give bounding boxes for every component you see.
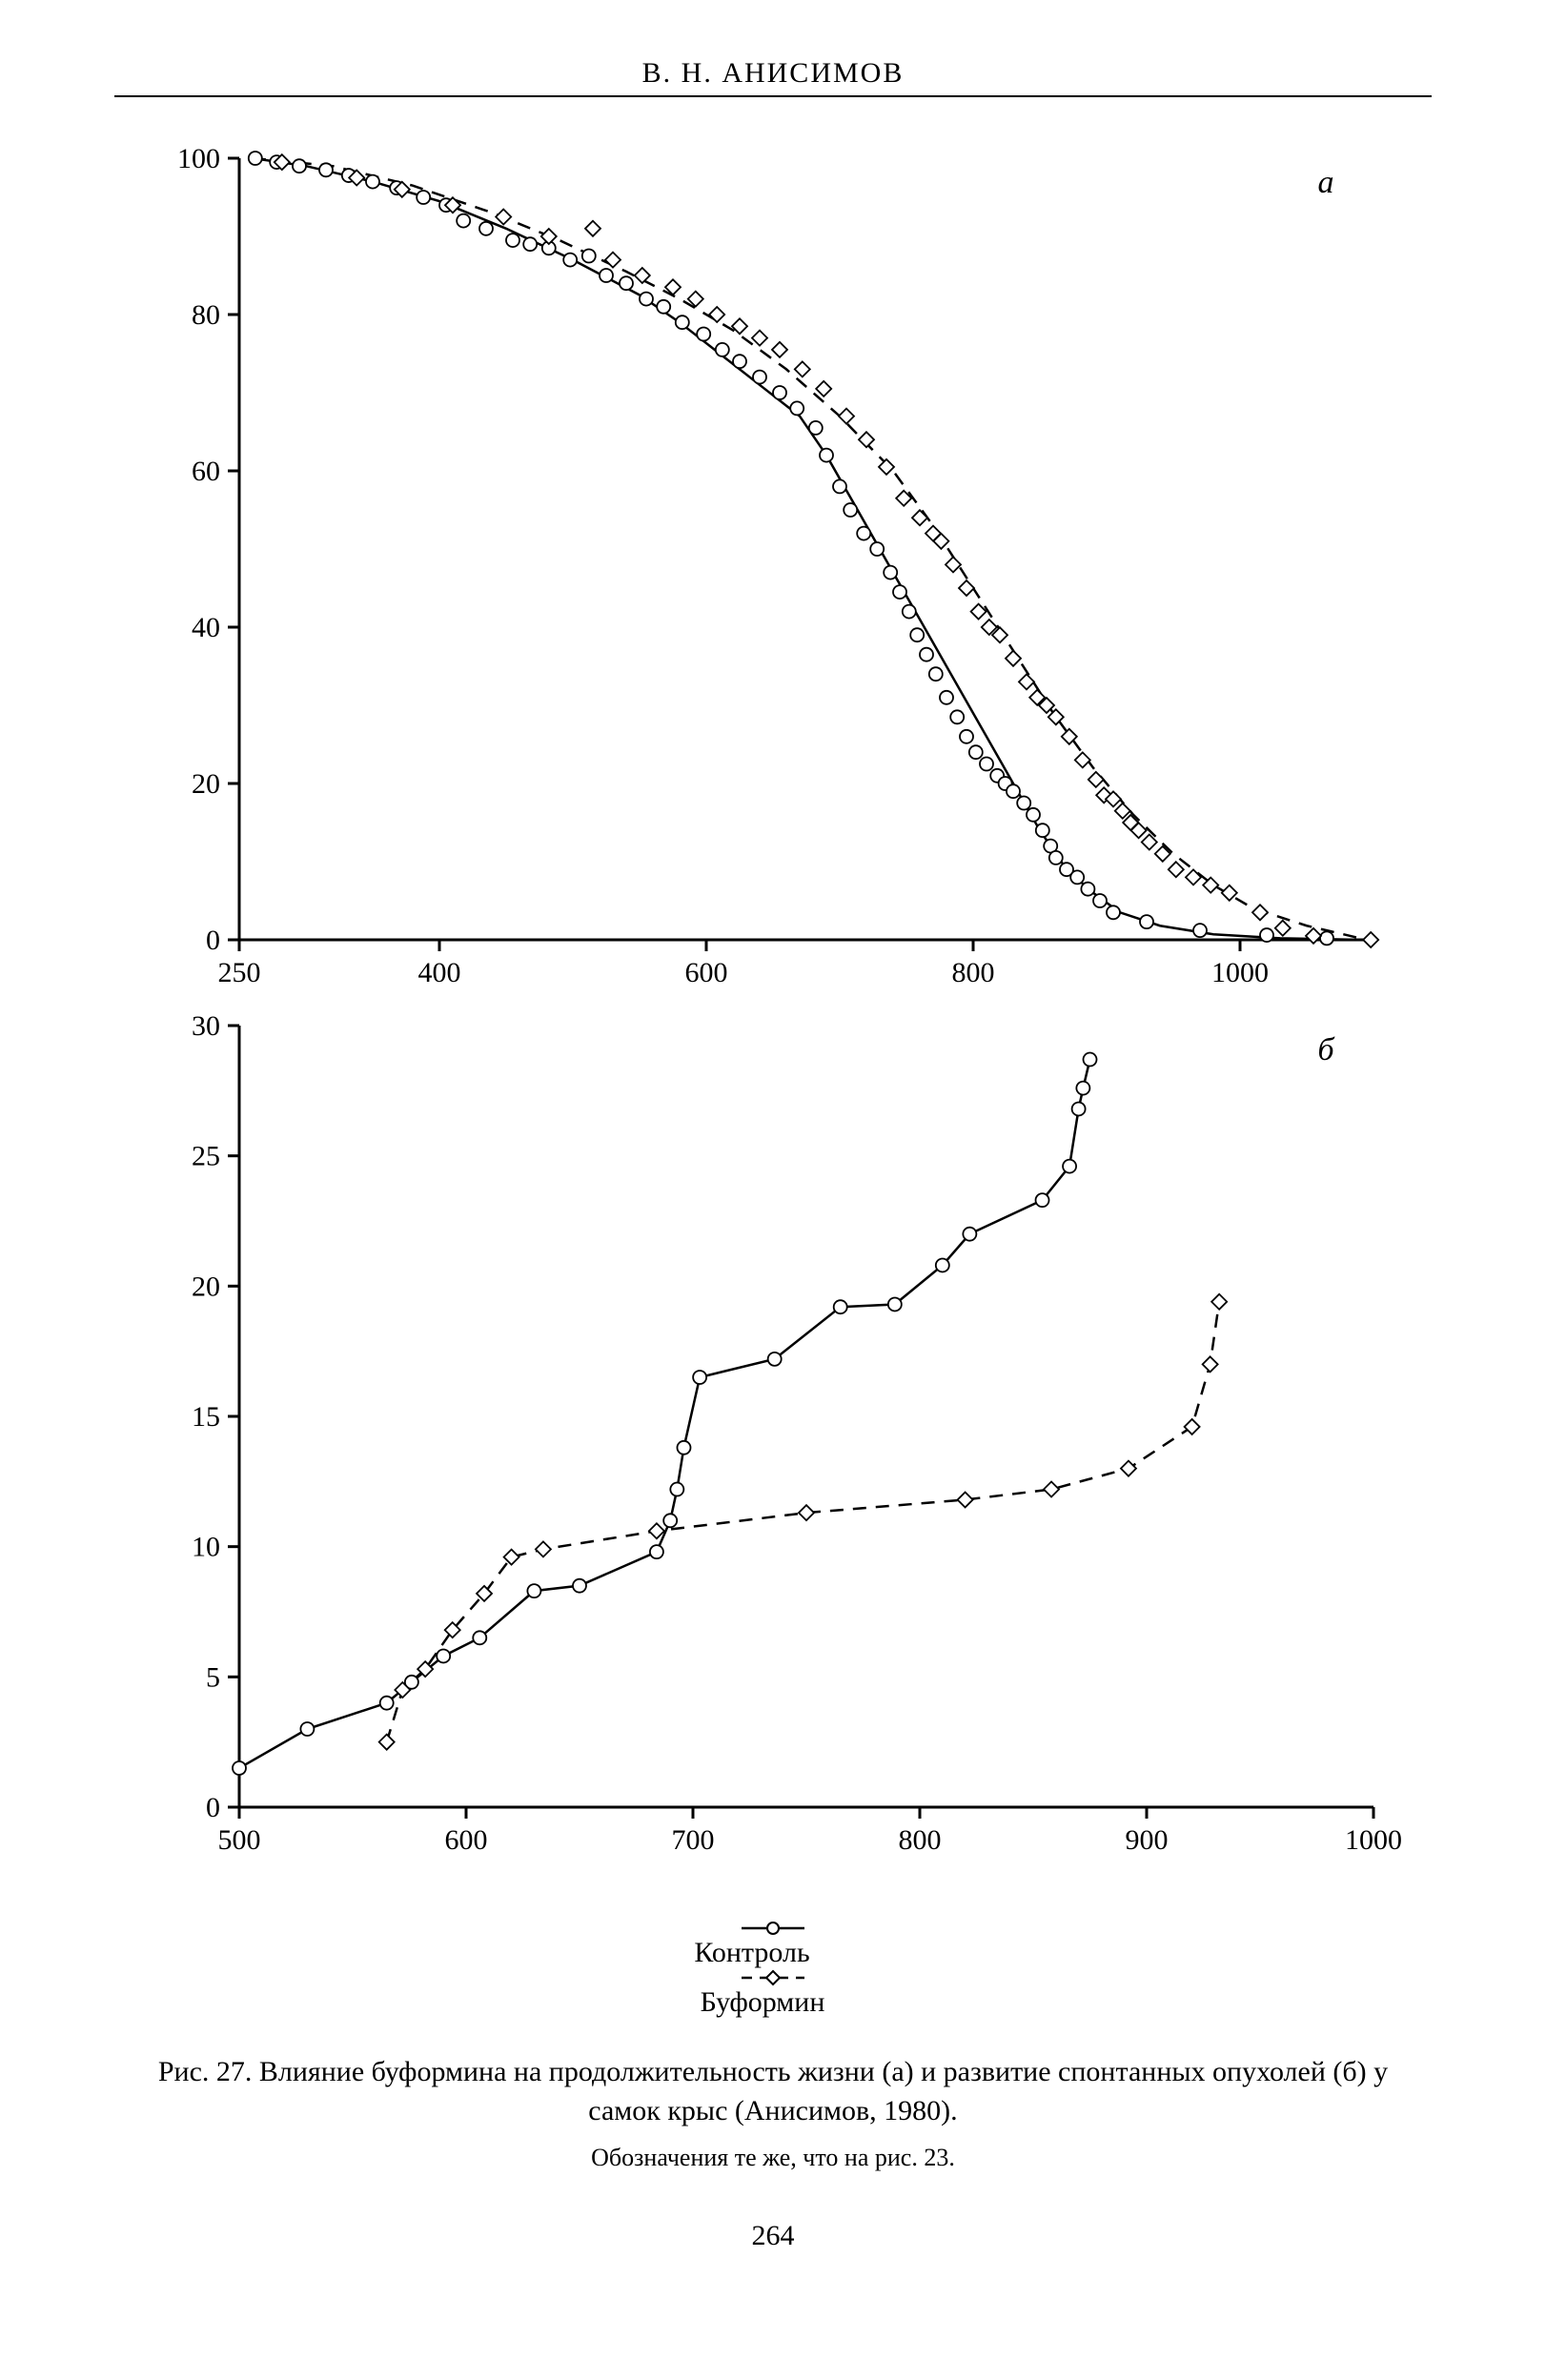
svg-text:600: 600 [685, 957, 728, 988]
legend-buformin-label: Буформин [701, 1986, 825, 2018]
header-rule [114, 95, 1432, 97]
svg-text:0: 0 [206, 1792, 220, 1823]
figure-subcaption: Обозначения те же, что на рис. 23. [114, 2144, 1432, 2172]
svg-text:40: 40 [192, 612, 220, 643]
page-number: 264 [114, 2220, 1432, 2252]
svg-text:30: 30 [192, 1010, 220, 1042]
svg-text:20: 20 [192, 768, 220, 800]
legend-buformin: Буформин [114, 1969, 1432, 2018]
svg-text:1000: 1000 [1211, 957, 1269, 988]
svg-text:10: 10 [192, 1532, 220, 1563]
panel-a-chart: 0 20 40 60 80 100 250 400 600 800 1000 а [134, 139, 1412, 997]
svg-text:1000: 1000 [1345, 1824, 1402, 1856]
panel-b-chart: 0 5 10 15 20 25 30 500 600 700 800 900 1000 б [134, 997, 1412, 1874]
svg-text:700: 700 [672, 1824, 715, 1856]
svg-text:80: 80 [192, 299, 220, 331]
svg-text:5: 5 [206, 1661, 220, 1693]
svg-text:900: 900 [1126, 1824, 1169, 1856]
legend-control-label: Контроль [694, 1937, 809, 1968]
legend-control: Контроль [114, 1920, 1432, 1968]
svg-text:15: 15 [192, 1401, 220, 1433]
svg-text:25: 25 [192, 1141, 220, 1172]
svg-text:60: 60 [192, 456, 220, 487]
svg-text:600: 600 [445, 1824, 488, 1856]
svg-text:500: 500 [218, 1824, 261, 1856]
author-header: В. Н. АНИСИМОВ [114, 57, 1432, 95]
svg-text:800: 800 [952, 957, 995, 988]
legend: Контроль Буформин [114, 1887, 1432, 2019]
svg-text:800: 800 [899, 1824, 942, 1856]
svg-text:20: 20 [192, 1271, 220, 1302]
svg-text:0: 0 [206, 925, 220, 956]
svg-text:400: 400 [418, 957, 461, 988]
svg-text:б: б [1317, 1032, 1335, 1068]
svg-text:250: 250 [218, 957, 261, 988]
svg-text:100: 100 [177, 143, 220, 174]
figure-caption: Рис. 27. Влияние буформина на продолжите… [114, 2053, 1432, 2130]
svg-text:а: а [1318, 165, 1334, 200]
